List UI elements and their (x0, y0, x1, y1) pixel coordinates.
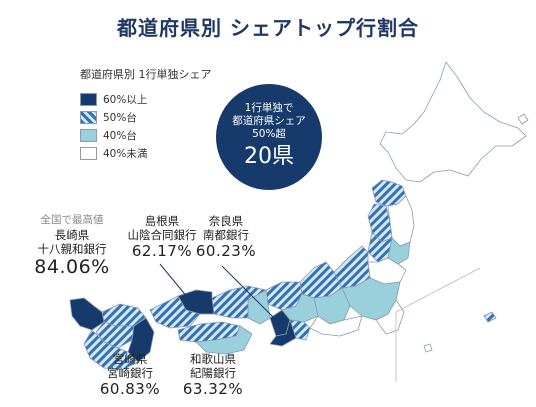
callout-line3: 50%超 (252, 128, 286, 140)
label-percentage: 62.17% (131, 242, 193, 260)
region-shikoku-south (195, 325, 253, 355)
label-bank: 十八親和銀行 (37, 242, 107, 256)
legend-item-40s: 40%台 (80, 126, 212, 144)
label-percentage: 60.83% (99, 380, 161, 398)
legend-item-under-40: 40%未満 (80, 144, 212, 162)
region-far-island (483, 311, 497, 323)
page-title: 都道府県別 シェアトップ行割合 (117, 16, 419, 40)
region-hokkaido (379, 61, 527, 183)
label-prefecture: 和歌山県 (190, 352, 236, 366)
label-bank: 紀陽銀行 (190, 366, 236, 380)
label-prefecture: 長崎県 (54, 228, 90, 242)
legend-swatch-dark (80, 92, 97, 106)
connector-shimane (159, 263, 189, 299)
summary-callout: 1行単独で 都道府県シェア 50%超 20県 (216, 84, 322, 190)
label-prefecture: 島根県 (144, 214, 180, 228)
label-percentage: 63.32% (182, 380, 244, 398)
label-percentage: 60.23% (195, 242, 257, 260)
label-prefecture: 宮崎県 (112, 352, 148, 366)
region-chugoku-west (149, 295, 201, 329)
region-chiba (375, 299, 405, 335)
region-northern-isles (517, 113, 529, 125)
callout-line2: 都道府県シェア (232, 115, 306, 127)
legend-title: 都道府県別 1行単独シェア (80, 68, 212, 81)
label-bank: 宮崎銀行 (107, 366, 153, 380)
label-prefecture: 奈良県 (208, 214, 244, 228)
label-wakayama: 和歌山県 紀陽銀行 63.32% (178, 352, 248, 399)
legend: 都道府県別 1行単独シェア 60%以上 50%台 40%台 40%未満 (80, 66, 212, 162)
callout-count: 20県 (244, 144, 294, 169)
label-shimane: 島根県 山陰合同銀行 62.17% (122, 214, 202, 261)
connector-nara (221, 265, 281, 325)
label-miyazaki: 宮崎県 宮崎銀行 60.83% (98, 352, 162, 399)
legend-label: 40%未満 (103, 147, 148, 160)
region-kyushu-central (95, 321, 135, 349)
label-caption: 全国で最高値 (40, 214, 104, 226)
legend-item-60-plus: 60%以上 (80, 90, 212, 108)
label-percentage: 84.06% (34, 256, 110, 278)
region-chugoku-east (211, 285, 267, 319)
region-miyazaki (127, 317, 155, 363)
label-bank: 南都銀行 (203, 228, 249, 242)
label-nara: 奈良県 南都銀行 60.23% (194, 214, 258, 261)
region-tokai (309, 315, 363, 337)
callout-line1: 1行単独で (244, 102, 294, 114)
legend-swatch-light (80, 128, 97, 142)
legend-swatch-white (80, 146, 97, 160)
inset-line (395, 267, 481, 313)
region-mie (289, 319, 311, 341)
region-kagoshima (83, 329, 139, 371)
region-nagasaki (69, 297, 105, 331)
legend-label: 40%台 (103, 129, 137, 142)
legend-label: 60%以上 (103, 93, 148, 106)
label-nagasaki: 全国で最高値 長崎県 十八親和銀行 84.06% (26, 212, 118, 279)
label-bank: 山陰合同銀行 (127, 228, 197, 242)
legend-swatch-stripe (80, 110, 97, 124)
legend-item-50s: 50%台 (80, 108, 212, 126)
region-izu-islands (423, 343, 433, 353)
legend-label: 50%台 (103, 111, 137, 124)
